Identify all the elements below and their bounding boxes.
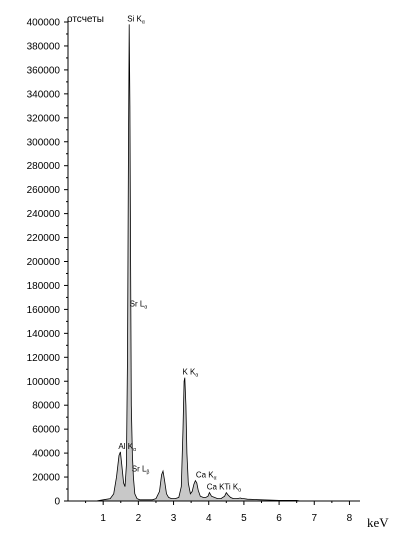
y-tick-label: 140000	[27, 329, 61, 340]
y-tick-label: 40000	[32, 449, 60, 460]
x-tick-label: 8	[347, 513, 353, 524]
y-tick-label: 120000	[27, 353, 61, 364]
y-axis: 0 20000 40000 60000 80000 100000 120000 140000 1…	[27, 18, 69, 508]
x-tick-label: 3	[171, 513, 177, 524]
y-tick-label: 300000	[27, 137, 61, 148]
x-tick-label: 7	[311, 513, 317, 524]
y-tick-label: 180000	[27, 281, 61, 292]
y-tick-label: 160000	[27, 305, 61, 316]
y-tick-label: 20000	[32, 473, 60, 484]
y-tick-label: 380000	[27, 41, 61, 52]
spectrum-line	[68, 24, 360, 502]
y-tick-label: 200000	[27, 257, 61, 268]
x-tick-label: 6	[276, 513, 282, 524]
y-tick-label: 60000	[32, 425, 60, 436]
x-tick-label: 2	[136, 513, 142, 524]
peak-label: K Kα	[182, 368, 198, 379]
x-axis: 1 2 3 4 5 6 7 8	[68, 500, 360, 524]
y-tick-label: 260000	[27, 185, 61, 196]
y-tick-label: 100000	[27, 377, 61, 388]
y-tick-label: 340000	[27, 89, 61, 100]
peak-label: Ca K	[207, 483, 225, 492]
peak-label: Sr Lβ	[132, 465, 150, 476]
peak-label: Al Kα	[118, 442, 136, 453]
x-axis-label: keV	[367, 515, 389, 530]
y-axis-label: отсчеты	[67, 14, 104, 25]
spectrum-area	[68, 24, 360, 502]
peak-label: Ti Kα	[224, 483, 241, 494]
y-tick-label: 80000	[32, 401, 60, 412]
x-tick-label: 1	[100, 513, 106, 524]
peak-label: Ca Kα	[196, 471, 217, 482]
y-tick-label: 320000	[27, 113, 61, 124]
y-tick-label: 220000	[27, 233, 61, 244]
y-tick-label: 280000	[27, 161, 61, 172]
y-tick-label: 360000	[27, 65, 61, 76]
y-tick-label: 0	[54, 497, 60, 508]
peak-label: Si Kα	[127, 14, 145, 25]
x-tick-label: 4	[206, 513, 212, 524]
x-tick-label: 5	[241, 513, 247, 524]
y-tick-label: 400000	[27, 18, 61, 29]
y-tick-label: 240000	[27, 209, 61, 220]
plot-area	[68, 24, 360, 502]
peak-label: Sr Lα	[130, 299, 148, 310]
